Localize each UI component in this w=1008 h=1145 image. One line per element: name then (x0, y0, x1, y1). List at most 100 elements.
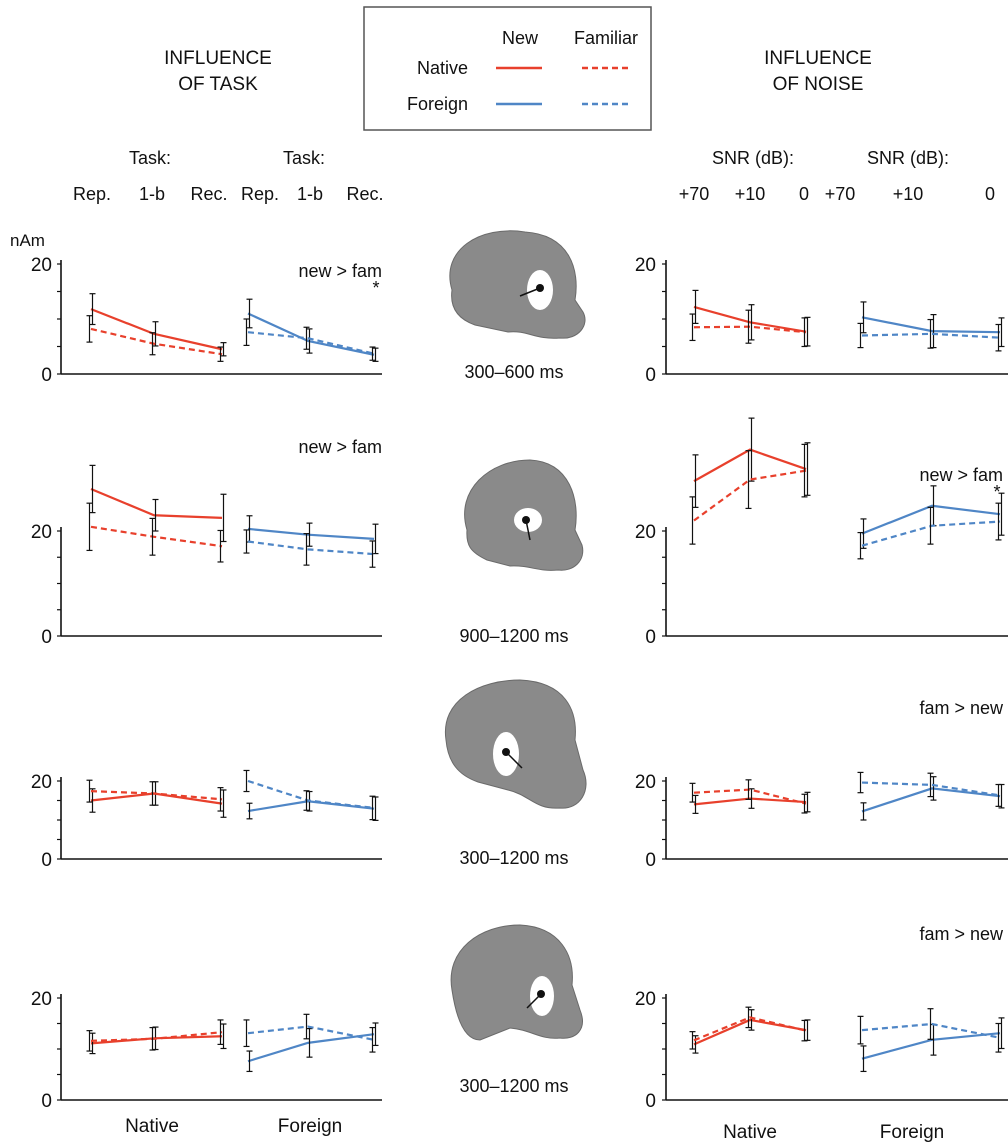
brain-row-1 (449, 230, 586, 339)
brain-row-2 (464, 459, 584, 571)
snr-label-foreign: SNR (dB): (867, 148, 949, 168)
time-window-row-3: 300–1200 ms (459, 848, 568, 868)
chart-panel-noise-row-4: 0 20 fam > new (635, 924, 1008, 1112)
snr-label-native: SNR (dB): (712, 148, 794, 168)
series-line-foreign-new (247, 312, 375, 356)
series-line-native-familiar (90, 790, 223, 801)
series-line-foreign-familiar (247, 331, 375, 355)
brain-roi-line (525, 519, 531, 541)
time-window-row-4: 300–1200 ms (459, 1076, 568, 1096)
effect-annotation: new > fam (919, 465, 1003, 485)
y-tick-label: 0 (41, 365, 52, 386)
effect-annotation: fam > new (919, 698, 1004, 718)
snr-level-70-foreign: +70 (825, 184, 856, 204)
y-tick-label: 0 (645, 627, 656, 648)
time-window-row-1: 300–600 ms (464, 362, 563, 382)
y-tick-label: 20 (635, 255, 656, 276)
series-line-native-familiar (693, 469, 807, 522)
series-line-native-familiar (90, 525, 223, 548)
snr-level-10-native: +10 (735, 184, 766, 204)
series-line-native-new (693, 797, 807, 806)
series-line-native-new (693, 448, 807, 483)
chart-panel-noise-row-2: 0 20 new > fam* (635, 417, 1008, 648)
noise-title-line1: INFLUENCE (764, 48, 872, 69)
significance-marker: * (993, 482, 1000, 502)
xlabel-foreign-noise: Foreign (880, 1122, 944, 1143)
significance-marker: * (372, 278, 379, 298)
series-line-foreign-familiar (247, 1025, 375, 1041)
chart-panel-task-row-2: 0 20 new > fam (31, 437, 382, 648)
series-line-native-new (90, 308, 223, 351)
effect-annotation: new > fam (298, 261, 382, 281)
snr-level-70-native: +70 (679, 184, 710, 204)
legend-row-native: Native (417, 58, 468, 78)
brain-roi-line (519, 287, 541, 297)
series-line-native-familiar (693, 788, 807, 805)
y-tick-label: 20 (635, 522, 656, 543)
series-line-foreign-familiar (247, 540, 375, 556)
task-label-native: Task: (129, 148, 171, 168)
task-title-line1: INFLUENCE (164, 48, 272, 69)
series-line-foreign-familiar (861, 781, 1001, 797)
y-tick-label: 0 (41, 1091, 52, 1112)
legend: New Familiar Native Foreign (363, 6, 652, 131)
brain-silhouette (450, 924, 583, 1041)
brain-roi-line (526, 993, 542, 1009)
xlabel-foreign-task: Foreign (278, 1116, 342, 1137)
series-line-foreign-new (861, 316, 1001, 334)
y-tick-label: 20 (31, 522, 52, 543)
chart-panel-task-row-1: 0 20 new > fam* (31, 255, 382, 386)
series-line-native-familiar (90, 327, 223, 356)
brain-roi-line (505, 751, 523, 769)
y-tick-label: 20 (31, 772, 52, 793)
task-title-line2: OF TASK (178, 74, 258, 95)
series-line-foreign-familiar (247, 779, 375, 810)
task-level-rep-native: Rep. (73, 184, 111, 204)
legend-box (363, 6, 652, 131)
legend-col-new: New (502, 28, 539, 48)
y-tick-label: 20 (635, 989, 656, 1010)
effect-annotation: new > fam (298, 437, 382, 457)
brain-silhouette (449, 230, 586, 339)
series-line-native-new (90, 1035, 223, 1045)
brain-row-3 (444, 679, 587, 809)
series-line-native-familiar (693, 1016, 807, 1042)
legend-row-foreign: Foreign (407, 94, 468, 114)
task-level-rec-foreign: Rec. (346, 184, 383, 204)
y-tick-label: 0 (645, 365, 656, 386)
chart-panel-task-row-4: 0 20 (31, 989, 382, 1112)
xlabel-native-noise: Native (723, 1122, 777, 1143)
task-level-1b-foreign: 1-b (297, 184, 323, 204)
snr-level-10-foreign: +10 (893, 184, 924, 204)
series-line-foreign-new (247, 527, 375, 540)
chart-panel-task-row-3: 0 20 (31, 769, 382, 871)
series-line-foreign-new (247, 1033, 375, 1063)
y-tick-label: 0 (41, 627, 52, 648)
series-line-foreign-new (861, 504, 1001, 535)
snr-level-0-foreign: 0 (985, 184, 995, 204)
series-line-foreign-new (861, 787, 1001, 813)
effect-annotation: fam > new (919, 924, 1004, 944)
series-line-native-new (693, 305, 807, 333)
y-tick-label: 0 (645, 850, 656, 871)
chart-panel-noise-row-3: 0 20 fam > new (635, 698, 1008, 871)
y-tick-label: 20 (31, 989, 52, 1010)
noise-title-line2: OF NOISE (773, 74, 864, 95)
y-unit-label: nAm (10, 231, 45, 250)
brain-row-4 (450, 924, 583, 1041)
series-line-native-familiar (90, 1031, 223, 1042)
chart-panel-noise-row-1: 0 20 (635, 255, 1008, 386)
series-line-foreign-familiar (861, 520, 1001, 547)
legend-col-familiar: Familiar (574, 28, 638, 48)
task-level-1b-native: 1-b (139, 184, 165, 204)
task-label-foreign: Task: (283, 148, 325, 168)
series-line-native-new (693, 1018, 807, 1046)
xlabel-native-task: Native (125, 1116, 179, 1137)
series-line-native-new (90, 487, 223, 519)
snr-level-0-native: 0 (799, 184, 809, 204)
series-line-foreign-familiar (861, 332, 1001, 339)
y-tick-label: 0 (645, 1091, 656, 1112)
series-line-foreign-familiar (861, 1022, 1001, 1039)
